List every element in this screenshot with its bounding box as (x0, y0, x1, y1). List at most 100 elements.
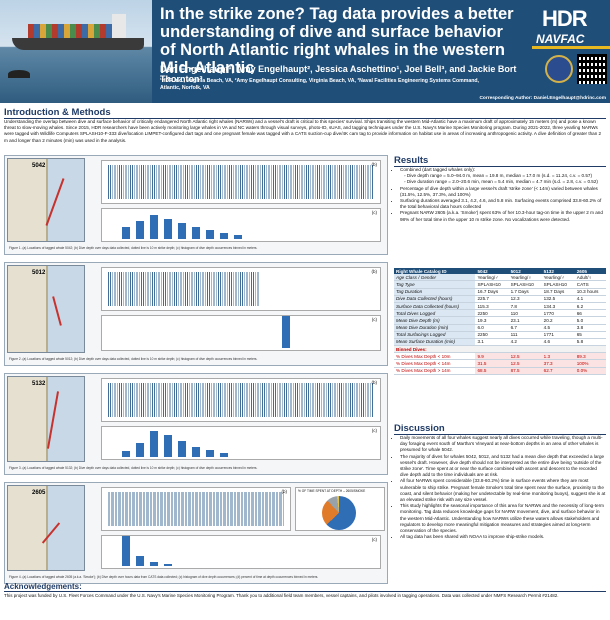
figure-caption: Figure 4. (a) Locations of tagged whale … (9, 575, 319, 579)
table-cell: 110 (508, 309, 542, 318)
table-row: Age Class / Gender Yearling/♂ Yearling/♀ Ye… (394, 274, 606, 282)
table-row-label: Total Dives Logged (394, 309, 476, 318)
figure-panel-5042: 5042 (b) (c) Figure 1. (a) Locations of … (4, 155, 388, 255)
table-row: Mean Dive Depth (m) 19.3 23.1 20.2 5.0 (394, 316, 606, 325)
pie-title: % OF TIME SPENT AT DEPTH – 2605/SMOKE (298, 489, 366, 493)
table-cell: 4.1 (574, 295, 606, 303)
table-cell: 62.7 (541, 367, 575, 375)
table-row: Tag Type SPLASH10 SPLASH10 SPLASH10 CATS (394, 280, 606, 289)
table-row-label: Mean Dive Duration (min) (394, 324, 476, 332)
table-cell: 132.5 (541, 295, 575, 303)
table-cell: 5.8 (574, 338, 606, 347)
hist-bar (206, 450, 214, 457)
navfac-logo-bar (532, 46, 610, 49)
figure-caption: Figure 1. (a) Locations of tagged whale … (9, 246, 258, 250)
hist-bar (150, 215, 158, 239)
table-cell: SPLASH10 (475, 280, 509, 289)
depth-histogram: (c) (101, 315, 381, 351)
table-row: Mean Dive Duration (min) 6.0 6.7 4.5 3.8 (394, 324, 606, 332)
hdr-logo: HDR (542, 6, 588, 31)
qr-code-icon[interactable] (577, 54, 607, 84)
discussion-heading: Discussion (394, 423, 606, 435)
table-cell: 111 (508, 331, 542, 339)
hist-bar (192, 447, 200, 457)
table-cell: 12.5 (508, 352, 542, 361)
whale-track (46, 391, 60, 449)
table-cell: 1.3 (541, 352, 575, 361)
whale-data-table: Right Whale Catalog ID 5042 5012 5132 26… (394, 268, 606, 375)
map-whale-id: 5012 (32, 270, 46, 276)
map-5012: 5012 (7, 265, 85, 353)
intro-heading: Introduction & Methods (4, 107, 606, 119)
table-cell: 2250 (475, 331, 509, 339)
ship-photo (0, 0, 152, 103)
table-cell: 23.1 (508, 316, 542, 325)
table-row-label: Tag Type (394, 280, 476, 289)
map-whale-id: 2605 (32, 490, 46, 496)
acks-text: This project was funded by U.S. Fleet Fo… (4, 593, 559, 598)
hist-bar (150, 431, 158, 457)
table-row-label: Surface Data Collected (hours) (394, 302, 476, 311)
navy-seal-icon (545, 55, 573, 83)
table-cell: 4.6 (541, 338, 575, 347)
depth-histogram: (c) (101, 535, 381, 569)
table-cell: 4.2 (508, 338, 542, 347)
table-row: % Dives Max Depth > 14m 68.5 87.5 62.7 0.0% (394, 367, 606, 375)
plot-tag-c: (c) (371, 537, 377, 542)
figure-panel-5132: 5132 (b) (c) Figure 3. (a) Locations of … (4, 373, 388, 475)
results-item: Combined (dart tagged whales only): (400, 167, 606, 173)
table-cell: Yearling/♀ (508, 274, 542, 282)
table-cell: 16.7 Days (475, 288, 509, 296)
table-cell: 1770 (541, 309, 575, 318)
table-row-label: % Dives Max Depth > 14m (394, 367, 476, 375)
table-header: 5132 (541, 268, 575, 275)
table-cell: 87.5 (508, 367, 542, 375)
figure-caption: Figure 3. (a) Locations of tagged whale … (9, 466, 258, 470)
table-cell: 100% (574, 359, 606, 368)
hist-bar (150, 562, 158, 566)
figure-panel-2605: 2605 (b) % OF TIME SPENT AT DEPTH – 2605… (4, 482, 388, 584)
results-item: ◦ Dive duration range = 2.0–20.6 min, me… (404, 179, 598, 185)
table-cell: 10.3 hours (574, 288, 606, 296)
hist-bar (164, 219, 172, 239)
dive-profile (108, 272, 260, 306)
table-cell: SPLASH10 (508, 280, 542, 289)
discussion-item: Daily movements of all four whales sugge… (400, 435, 606, 454)
map-2605: 2605 (7, 485, 85, 571)
table-row: % Dives Max Depth < 14m 31.5 12.5 37.3 100% (394, 359, 606, 368)
binned-dives-label: Binned Dives: (394, 345, 606, 354)
table-row: Surface Data Collected (hours) 115.3 7.8 13… (394, 302, 606, 311)
hist-bar (282, 316, 290, 348)
table-cell: 2250 (475, 309, 509, 318)
navfac-logo: NAVFAC (536, 32, 585, 46)
table-row: Dive Data Collected (hours) 225.7 12.3 132.… (394, 295, 606, 303)
results-item: ◦ Dive depth range = 5.0–94.0 m, mean = … (404, 173, 592, 179)
table-cell: 19.3 (475, 316, 509, 325)
table-row-label: Mean Dive Depth (m) (394, 316, 476, 325)
whale-fluke (8, 70, 30, 78)
table-row: Total Dives Logged 2250 110 1770 66 (394, 309, 606, 318)
poster-title: In the strike zone? Tag data provides a … (160, 5, 514, 77)
poster-header: In the strike zone? Tag data provides a … (0, 0, 610, 103)
pie-chart (322, 496, 356, 530)
discussion-item: All tag data has been shared with NOAA t… (400, 534, 606, 540)
table-header: 2605 (574, 268, 606, 275)
hist-bar (206, 230, 214, 239)
table-cell: 3.8 (574, 324, 606, 332)
map-land (8, 486, 48, 570)
plot-tag-c: (c) (371, 428, 377, 433)
hist-bar (178, 223, 186, 239)
table-cell: 115.3 (475, 302, 509, 311)
table-header: 5042 (475, 268, 509, 275)
ship-bridge (112, 14, 126, 38)
hist-bar (136, 221, 144, 239)
map-land (8, 377, 48, 461)
table-header: Right Whale Catalog ID (394, 268, 476, 275)
ship-hull (12, 38, 144, 50)
hist-bar (136, 556, 144, 566)
contact-email[interactable]: Corresponding Author: Daniel.Engelhaupt@… (479, 96, 606, 101)
table-row-label: % Dives Max Depth < 14m (394, 359, 476, 368)
map-land (8, 159, 48, 241)
results-list: Combined (dart tagged whales only): ◦ Di… (394, 167, 606, 223)
map-whale-id: 5042 (32, 163, 46, 169)
